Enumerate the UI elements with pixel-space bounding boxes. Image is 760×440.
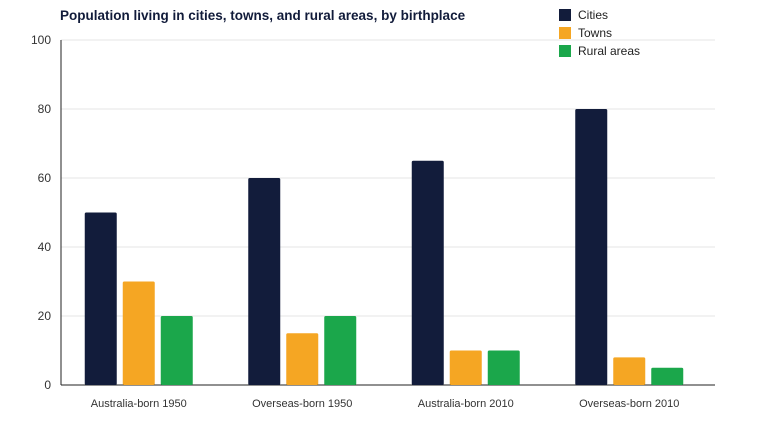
legend-item-cities[interactable]: Cities bbox=[559, 6, 640, 24]
bar-rural-areas bbox=[160, 316, 193, 385]
bar-rural-areas bbox=[651, 367, 684, 385]
y-tick-label: 40 bbox=[38, 240, 52, 254]
gridlines bbox=[61, 39, 715, 317]
bar-cities bbox=[84, 212, 117, 385]
legend-label-rural-areas: Rural areas bbox=[578, 44, 641, 58]
bars bbox=[84, 109, 684, 385]
y-tick-label: 60 bbox=[38, 171, 52, 185]
bar-towns bbox=[449, 350, 482, 385]
legend-item-rural-areas[interactable]: Rural areas bbox=[559, 42, 640, 60]
bar-cities bbox=[248, 178, 281, 385]
x-tick-label: Overseas-born 2010 bbox=[579, 398, 679, 410]
x-tick-label: Overseas-born 1950 bbox=[252, 398, 352, 410]
x-tick-label: Australia-born 2010 bbox=[418, 398, 514, 410]
bar-cities bbox=[575, 109, 608, 385]
y-tick-label: 80 bbox=[38, 102, 52, 116]
legend-item-towns[interactable]: Towns bbox=[559, 24, 640, 42]
legend-swatch-cities bbox=[559, 9, 571, 21]
chart-title: Population living in cities, towns, and … bbox=[60, 8, 466, 23]
bar-towns bbox=[122, 281, 155, 385]
bar-rural-areas bbox=[324, 316, 357, 385]
bar-towns bbox=[613, 357, 646, 385]
y-tick-label: 0 bbox=[44, 378, 51, 392]
legend: Cities Towns Rural areas bbox=[559, 6, 640, 60]
legend-swatch-rural-areas bbox=[559, 45, 571, 57]
legend-label-cities: Cities bbox=[578, 8, 609, 22]
bar-towns bbox=[286, 333, 319, 385]
legend-swatch-towns bbox=[559, 27, 571, 39]
x-tick-label: Australia-born 1950 bbox=[91, 398, 187, 410]
bar-cities bbox=[411, 160, 444, 385]
axes bbox=[60, 40, 715, 386]
y-tick-label: 20 bbox=[38, 309, 52, 323]
legend-label-towns: Towns bbox=[578, 26, 613, 40]
bar-rural-areas bbox=[487, 350, 520, 385]
axis-labels: 0 20 40 60 80 100 Australia-born 1950 Overseas-… bbox=[31, 33, 679, 410]
y-tick-label: 100 bbox=[31, 33, 51, 47]
